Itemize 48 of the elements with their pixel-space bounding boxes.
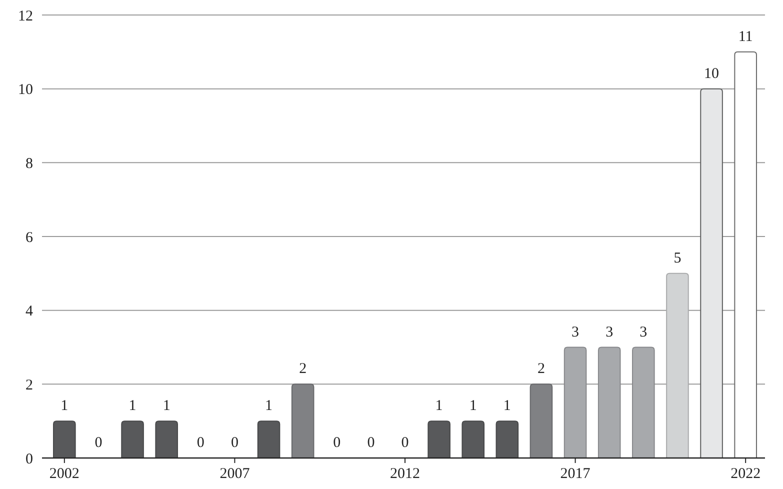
bar	[598, 346, 621, 458]
data-label: 0	[196, 435, 204, 451]
data-label: 11	[738, 28, 753, 45]
data-label: 1	[128, 398, 136, 414]
y-tick-label: 4	[26, 304, 34, 320]
data-label: 1	[503, 398, 511, 414]
data-label: 1	[162, 398, 170, 414]
y-tick-label: 12	[18, 8, 33, 24]
y-tick-label: 8	[26, 156, 33, 172]
y-tick-label: 2	[26, 377, 33, 394]
x-tick-label: 2002	[49, 466, 80, 482]
data-label: 1	[435, 398, 443, 414]
y-tick-label: 6	[26, 230, 34, 246]
x-tick-label: 2022	[730, 466, 761, 482]
bar	[530, 384, 553, 458]
bar	[496, 420, 519, 458]
x-tick-label: 2012	[390, 466, 420, 482]
bar	[53, 420, 76, 458]
bar	[462, 420, 485, 458]
y-tick-label: 10	[18, 82, 33, 98]
bar	[155, 420, 178, 458]
data-label: 0	[94, 435, 102, 451]
bar	[700, 88, 723, 458]
data-label: 1	[469, 398, 477, 414]
data-label: 10	[704, 66, 720, 82]
data-label: 5	[674, 250, 682, 266]
bar	[564, 346, 587, 458]
data-label: 0	[367, 435, 375, 451]
data-label: 0	[401, 435, 409, 451]
data-label: 3	[572, 324, 580, 340]
bar	[257, 420, 280, 458]
data-label: 1	[265, 398, 273, 414]
data-label: 3	[606, 324, 614, 340]
data-label: 0	[230, 435, 238, 451]
x-tick-label: 2017	[560, 466, 591, 482]
data-label: 2	[537, 361, 545, 378]
bar	[734, 51, 757, 458]
bar	[632, 346, 655, 458]
data-label: 3	[640, 324, 648, 340]
bar	[666, 272, 689, 458]
data-label: 1	[60, 398, 68, 414]
bar	[428, 420, 450, 458]
data-label: 2	[299, 361, 307, 378]
bar	[291, 384, 314, 458]
x-tick-label: 2007	[220, 466, 250, 482]
data-label: 0	[333, 435, 341, 451]
bar	[121, 420, 144, 458]
y-tick-label: 0	[26, 451, 33, 468]
